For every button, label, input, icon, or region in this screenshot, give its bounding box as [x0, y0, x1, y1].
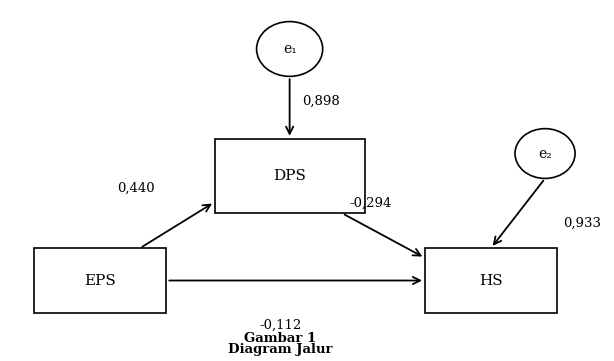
Text: 0,933: 0,933 [563, 217, 601, 230]
Bar [425, 248, 557, 313]
Text: DPS: DPS [273, 169, 306, 183]
Text: 0,440: 0,440 [117, 182, 155, 195]
Bar [34, 248, 166, 313]
Text: EPS: EPS [85, 274, 116, 287]
Text: e₁: e₁ [283, 42, 297, 56]
Bar [214, 139, 365, 213]
Text: e₂: e₂ [538, 147, 552, 161]
Text: HS: HS [479, 274, 503, 287]
Text: Gambar 1: Gambar 1 [244, 332, 317, 345]
Text: Diagram Jalur: Diagram Jalur [228, 343, 333, 356]
Text: -0,294: -0,294 [349, 197, 392, 210]
Text: -0,112: -0,112 [260, 319, 301, 332]
Text: 0,898: 0,898 [301, 95, 340, 108]
